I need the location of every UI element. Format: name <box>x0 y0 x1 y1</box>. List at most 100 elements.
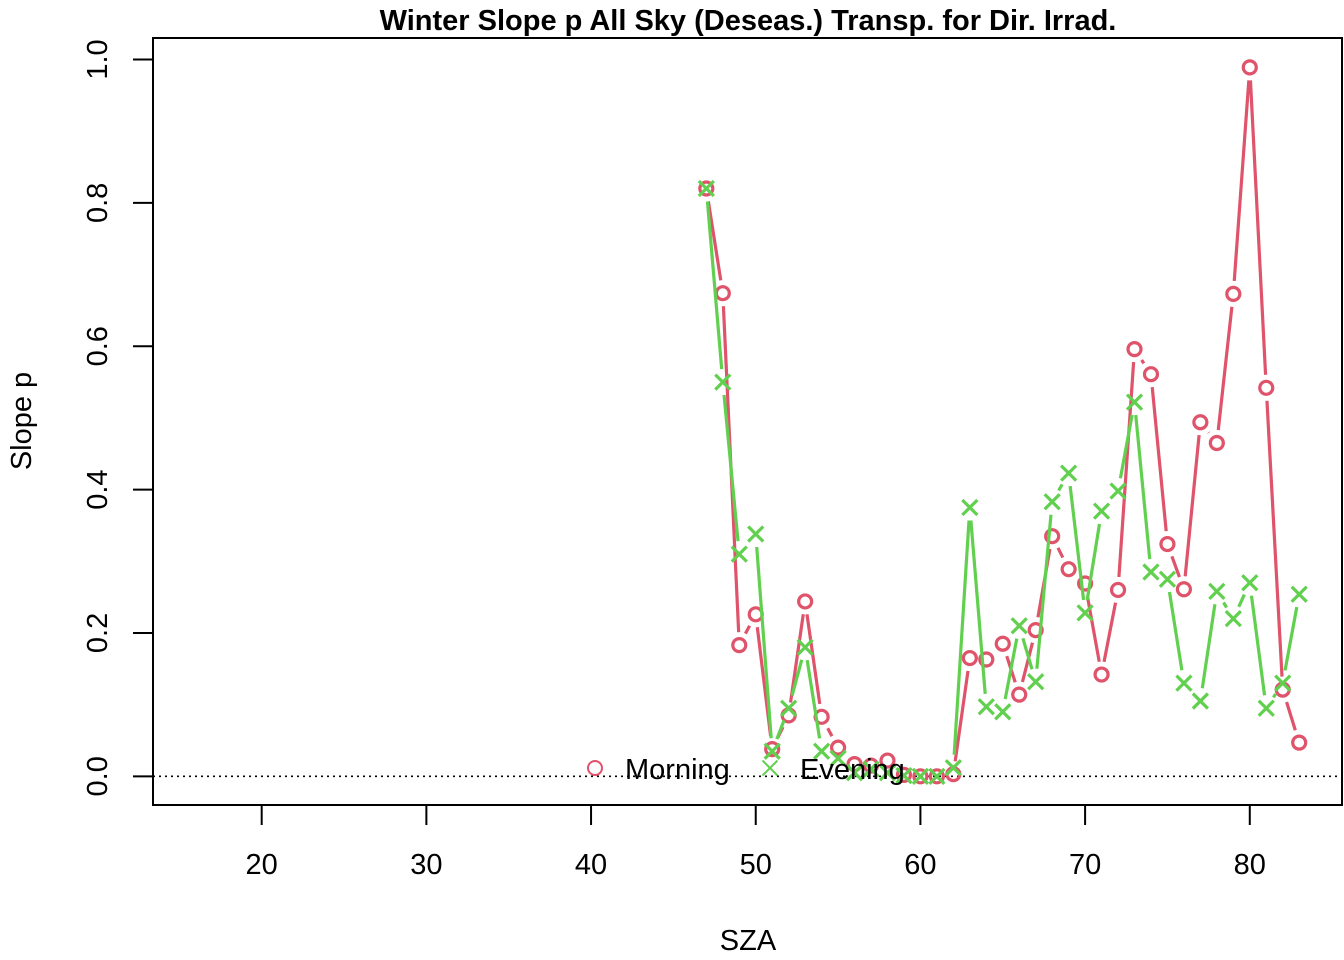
legend-evening-label: Evening <box>800 754 905 786</box>
morning-point <box>1011 686 1028 703</box>
series-segment <box>1237 593 1246 608</box>
y-tick-label: 0.4 <box>82 469 114 509</box>
series-segment <box>1035 514 1053 669</box>
series-segment <box>1200 604 1217 689</box>
series-segment <box>1216 306 1234 431</box>
morning-point <box>797 593 814 610</box>
morning-point <box>1076 575 1094 592</box>
series-segment <box>1222 601 1228 609</box>
evening-point <box>961 498 979 517</box>
morning-point <box>912 768 929 785</box>
morning-point <box>764 740 781 758</box>
evening-point <box>730 545 748 563</box>
series-segment <box>722 394 740 542</box>
evening-point <box>944 759 962 777</box>
morning-point <box>879 752 896 769</box>
evening-point <box>1092 502 1111 520</box>
morning-point <box>895 766 913 783</box>
series-segment <box>743 625 752 635</box>
series-evening <box>697 179 1308 785</box>
legend-morning-label: Morning <box>625 754 730 786</box>
series-segment <box>1170 555 1181 578</box>
evening-point <box>796 638 814 656</box>
series-segment <box>1134 414 1152 560</box>
morning-point <box>829 739 847 756</box>
y-axis: 0.0 0.2 0.4 0.6 0.8 1.0 <box>82 39 154 796</box>
x-tick-label: 30 <box>410 849 442 881</box>
plot-area-frame <box>152 37 1343 806</box>
morning-point <box>1192 414 1209 431</box>
series-segment <box>952 520 971 755</box>
series-morning <box>698 59 1308 785</box>
series-segment <box>1085 596 1101 663</box>
series-segment <box>1056 547 1065 559</box>
x-axis-label: SZA <box>720 925 777 957</box>
evening-point <box>1290 585 1308 603</box>
morning-point <box>1060 561 1077 578</box>
morning-point <box>928 768 945 785</box>
evening-point <box>862 760 880 778</box>
evening-point <box>1027 673 1045 691</box>
y-tick-label: 0.6 <box>82 326 114 366</box>
series-segment <box>1167 591 1184 671</box>
series-segment <box>1183 434 1201 577</box>
evening-point <box>895 766 913 785</box>
y-axis-label: Slope p <box>6 372 38 470</box>
series-segment <box>1068 485 1086 601</box>
morning-point <box>1044 528 1061 545</box>
series-segment <box>1248 80 1268 375</box>
evening-point <box>994 703 1012 721</box>
series-segment <box>1102 602 1118 663</box>
series-segment <box>1140 359 1146 365</box>
evening-point <box>763 742 781 760</box>
evening-point <box>1010 617 1028 635</box>
morning-point <box>1126 341 1143 358</box>
series-segment <box>826 727 834 737</box>
series-segment <box>1020 642 1035 683</box>
series-layer <box>697 59 1308 785</box>
morning-point <box>862 757 880 774</box>
evening-point <box>1208 582 1226 601</box>
series-segment <box>1232 80 1251 282</box>
evening-point <box>1109 482 1127 500</box>
evening-point <box>1241 574 1259 592</box>
y-tick-label: 0.2 <box>82 613 114 653</box>
series-segment <box>775 719 786 740</box>
morning-point <box>1208 434 1225 452</box>
evening-point <box>1125 393 1144 411</box>
morning-point <box>1109 581 1127 599</box>
evening-point <box>747 525 765 543</box>
series-segment <box>1283 606 1299 671</box>
x-tick-label: 50 <box>740 849 772 881</box>
x-tick-label: 80 <box>1234 849 1266 881</box>
evening-point <box>1175 674 1193 692</box>
chart-title: Winter Slope p All Sky (Deseas.) Transp.… <box>380 5 1117 37</box>
series-segment <box>1057 483 1064 492</box>
morning-point <box>1093 666 1110 683</box>
evening-point <box>812 742 831 760</box>
series-segment <box>1265 400 1284 677</box>
evening-point <box>1158 570 1177 588</box>
morning-point <box>731 637 748 654</box>
morning-point <box>1027 621 1044 639</box>
evening-point <box>1076 604 1094 622</box>
morning-point <box>714 285 731 302</box>
evening-point <box>714 373 732 391</box>
morning-point <box>1175 581 1193 598</box>
morning-point <box>978 651 995 668</box>
morning-point <box>994 635 1011 652</box>
x-tick-label: 40 <box>575 849 607 881</box>
morning-point <box>1159 535 1176 553</box>
evening-point <box>911 767 930 785</box>
evening-point <box>1142 563 1160 581</box>
legend: Morning Evening <box>587 754 905 786</box>
morning-point <box>1241 59 1258 76</box>
series-segment <box>1085 523 1102 601</box>
evening-point <box>977 698 995 716</box>
series-segment <box>1150 386 1168 532</box>
series-segment <box>755 546 773 739</box>
x-axis: 20 30 40 50 60 70 80 <box>246 804 1266 881</box>
evening-point <box>1274 674 1292 692</box>
series-segment <box>1285 701 1297 731</box>
